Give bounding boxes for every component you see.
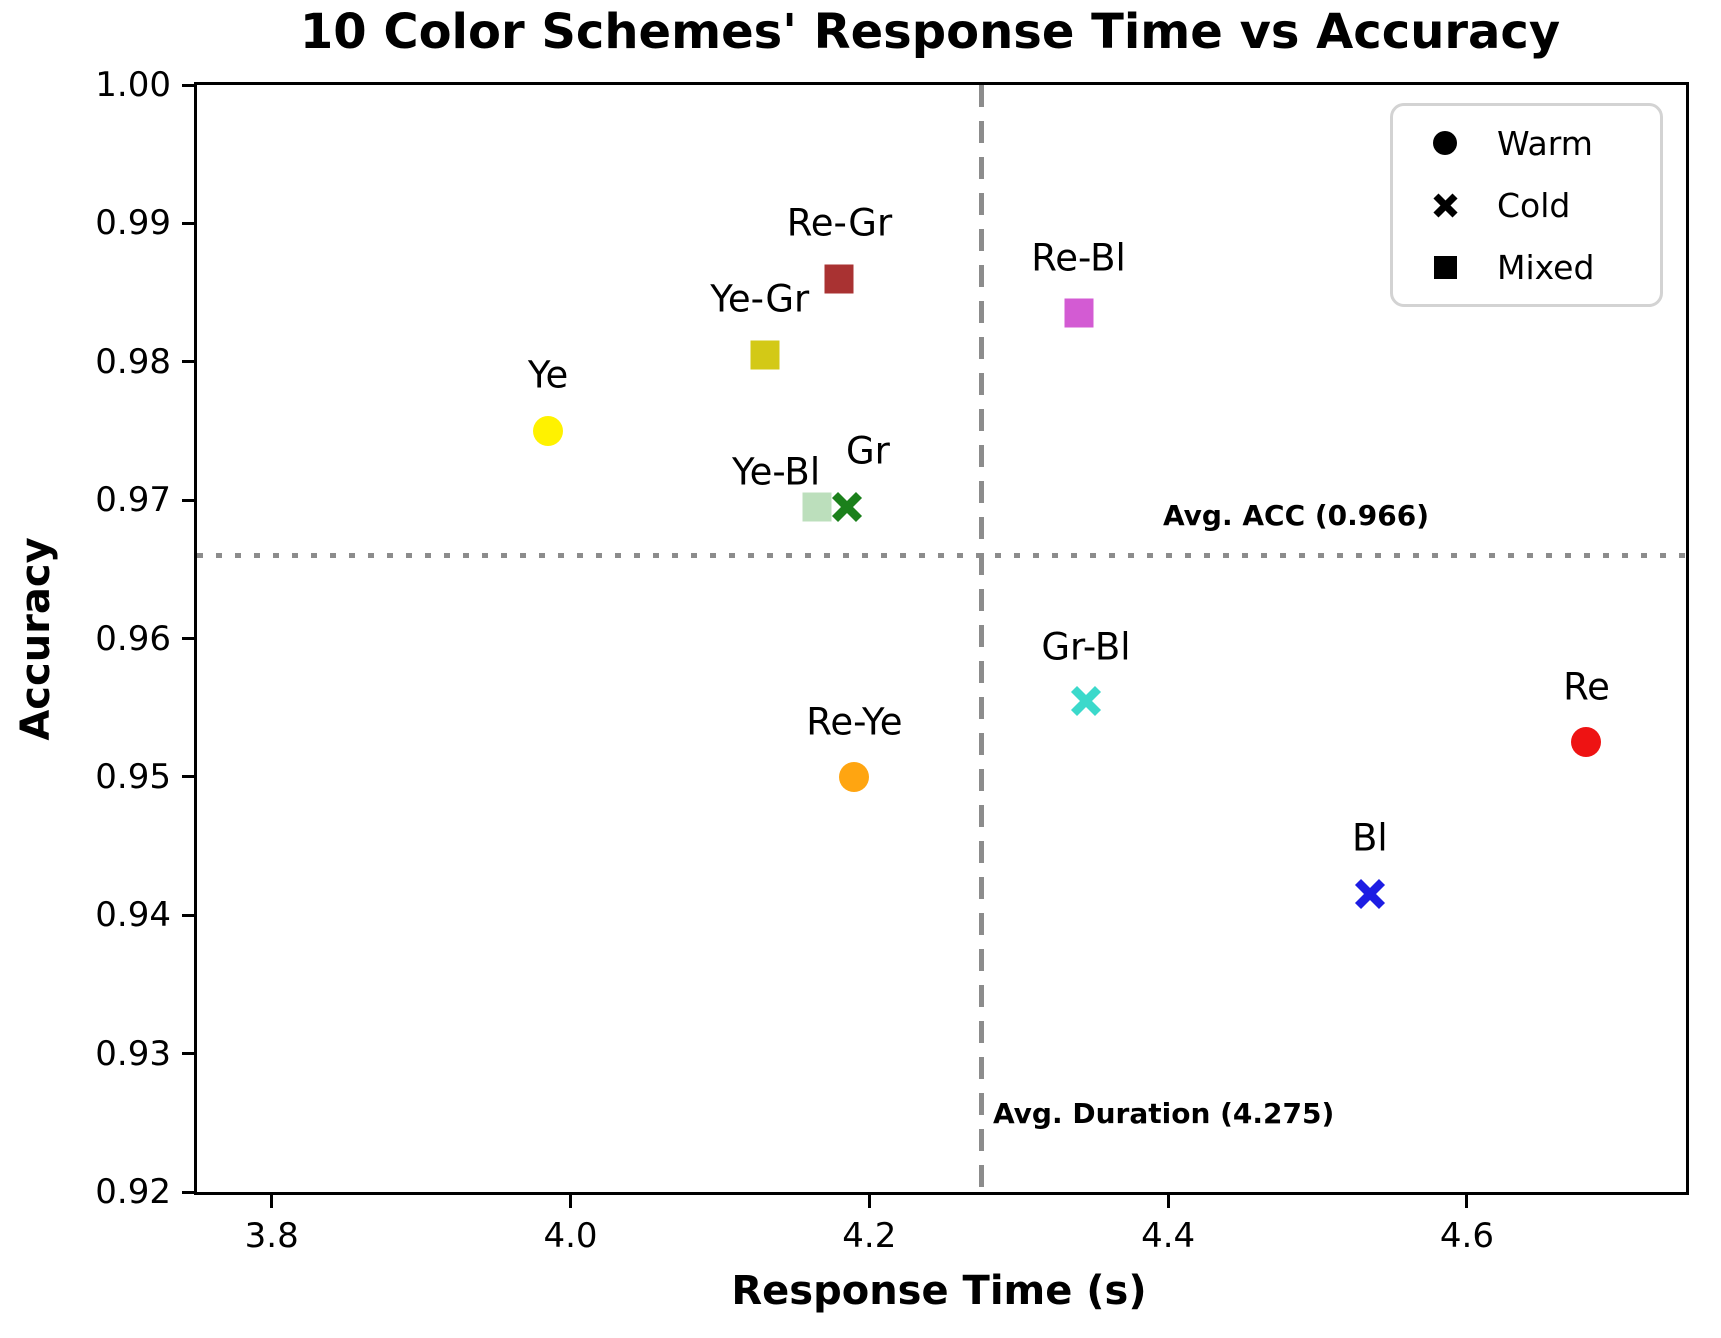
y-tick-mark <box>182 1190 194 1194</box>
point-label-Re: Re <box>1563 665 1610 709</box>
legend-entry-cold: Cold <box>1393 186 1660 225</box>
y-axis-label: Accuracy <box>13 537 59 741</box>
y-tick-mark <box>182 637 194 640</box>
legend: Warm Cold Mixed <box>1390 103 1663 307</box>
point-label-Re-Gr: Re-Gr <box>786 201 893 245</box>
point-label-Gr: Gr <box>845 429 890 473</box>
y-tick-mark <box>182 1052 194 1056</box>
x-tick-label: 3.8 <box>244 1216 299 1256</box>
y-tick-label: 0.92 <box>95 1172 171 1212</box>
point-label-Re-Ye: Re-Ye <box>806 700 903 744</box>
legend-entry-mixed: Mixed <box>1393 248 1660 287</box>
legend-label: Mixed <box>1497 247 1595 287</box>
marker-circle-Ye <box>533 415 564 446</box>
y-tick-mark <box>182 913 194 917</box>
marker-circle-Re <box>1571 727 1602 758</box>
x-tick-mark <box>270 1195 274 1208</box>
chart-title: 10 Color Schemes' Response Time vs Accur… <box>299 4 1561 60</box>
y-tick-label: 0.97 <box>95 480 171 521</box>
point-label-Ye-Bl: Ye-Bl <box>731 450 821 494</box>
legend-label: Warm <box>1497 123 1593 163</box>
y-tick-label: 0.94 <box>95 895 171 936</box>
y-tick-label: 0.96 <box>95 618 171 659</box>
marker-x-Bl <box>1354 879 1385 910</box>
y-tick-label: 0.99 <box>95 203 171 244</box>
x-tick-mark <box>867 1195 871 1208</box>
marker-circle-Re-Ye <box>839 761 870 792</box>
y-tick-mark <box>182 775 194 779</box>
x-tick-label: 4.2 <box>842 1216 897 1256</box>
legend-circle-glyph <box>1433 131 1457 155</box>
avg-duration-line <box>978 85 984 1192</box>
marker-square-Re-Bl <box>1064 298 1093 328</box>
marker-x-Gr <box>831 492 862 523</box>
avg-acc-annotation: Avg. ACC (0.966) <box>1163 499 1430 532</box>
legend-x-glyph <box>1432 192 1458 218</box>
avg-acc-line <box>197 552 1686 558</box>
x-tick-mark <box>1465 1195 1469 1208</box>
point-label-Bl: Bl <box>1352 816 1388 860</box>
legend-entry-warm: Warm <box>1393 124 1660 163</box>
y-tick-mark <box>182 221 194 225</box>
point-label-Ye: Ye <box>527 353 569 397</box>
marker-x-Gr-Bl <box>1070 685 1101 716</box>
y-tick-label: 1.00 <box>95 65 171 105</box>
x-tick-label: 4.4 <box>1141 1216 1196 1256</box>
point-label-Gr-Bl: Gr-Bl <box>1041 625 1131 669</box>
avg-duration-annotation: Avg. Duration (4.275) <box>993 1097 1335 1130</box>
legend-circle-icon <box>1393 131 1497 155</box>
x-tick-mark <box>569 1195 573 1208</box>
y-tick-mark <box>182 360 194 364</box>
point-label-Ye-Gr: Ye-Gr <box>710 277 810 321</box>
y-tick-mark <box>182 83 194 87</box>
y-tick-label: 0.98 <box>95 341 171 382</box>
legend-square-glyph <box>1433 255 1457 279</box>
legend-square-icon <box>1393 255 1497 279</box>
x-tick-label: 4.0 <box>543 1216 598 1256</box>
y-tick-label: 0.95 <box>95 756 171 797</box>
y-tick-mark <box>182 498 194 502</box>
marker-square-Ye-Bl <box>802 492 832 522</box>
x-axis-label: Response Time (s) <box>731 1268 1147 1314</box>
point-label-Re-Bl: Re-Bl <box>1031 236 1126 280</box>
legend-x-icon <box>1393 192 1497 219</box>
x-tick-mark <box>1166 1195 1170 1208</box>
y-tick-label: 0.93 <box>95 1033 171 1074</box>
marker-square-Re-Gr <box>824 264 854 294</box>
legend-label: Cold <box>1497 185 1571 225</box>
x-tick-label: 4.6 <box>1439 1216 1494 1256</box>
marker-square-Ye-Gr <box>750 340 780 370</box>
